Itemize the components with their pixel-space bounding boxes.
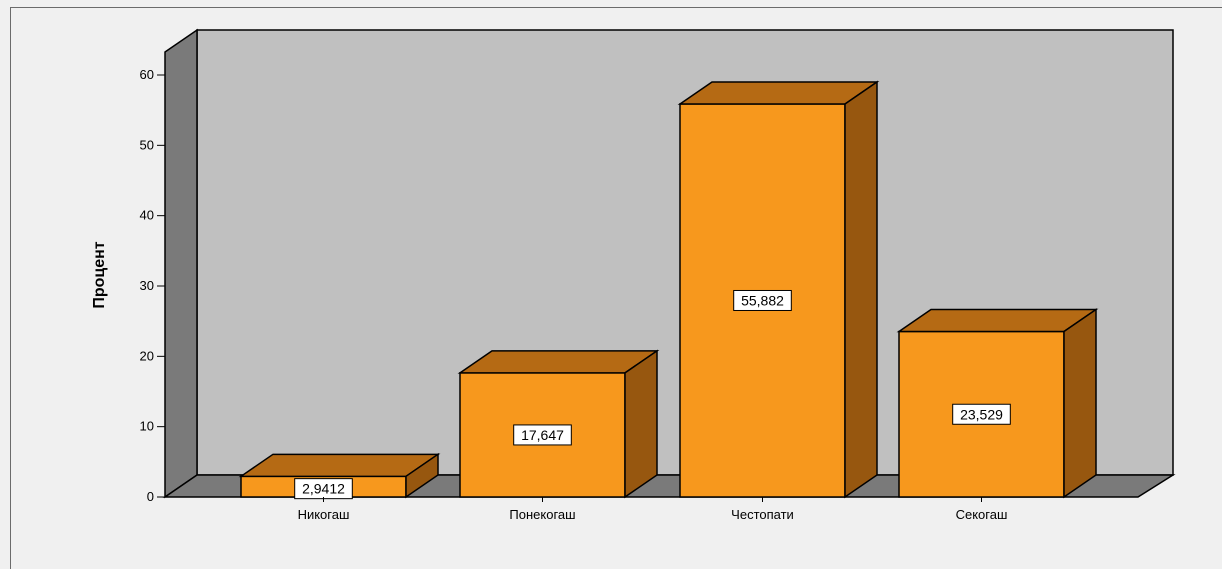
bar-top	[896, 308, 1099, 333]
category-label: Понекогаш	[509, 507, 575, 522]
data-label-box	[952, 403, 1011, 425]
bar-side	[1063, 308, 1097, 499]
data-label: 55,882	[741, 292, 784, 308]
side-wall	[164, 28, 198, 499]
bar-side	[405, 452, 439, 499]
y-axis-label: Процент	[91, 241, 108, 308]
bar-top	[677, 81, 880, 105]
data-label-box	[513, 424, 572, 446]
bar-side	[624, 349, 658, 499]
category-label: Честопати	[731, 507, 794, 522]
chart-frame	[10, 7, 1222, 569]
y-tick-label: 10	[140, 419, 154, 434]
bar: 23,529	[896, 308, 1099, 499]
category-label: Секогаш	[956, 507, 1008, 522]
data-label: 17,647	[521, 427, 564, 443]
y-axis: 0 10 20 30 40 50 60	[140, 67, 165, 504]
y-tick-label: 0	[147, 489, 154, 504]
bar: 2,9412	[238, 452, 441, 500]
bar-side	[844, 80, 878, 499]
y-tick-label: 30	[140, 278, 154, 293]
category-label: Никогаш	[298, 507, 350, 522]
bars: 2,9412 17,647 55,882 23,529	[238, 80, 1099, 500]
bar: 55,882	[677, 80, 880, 499]
bar: 17,647	[457, 349, 660, 499]
data-label-box	[733, 289, 792, 311]
y-tick-label: 40	[140, 208, 154, 223]
y-tick-label: 60	[140, 67, 154, 82]
data-label: 23,529	[960, 406, 1003, 422]
y-tick-label: 50	[140, 137, 154, 152]
data-label: 2,9412	[302, 481, 345, 497]
bar-top	[457, 350, 660, 374]
y-tick-label: 20	[140, 348, 154, 363]
bar-top	[238, 453, 441, 478]
category-labels: Никогаш Понекогаш Честопати Секогаш	[298, 497, 1008, 522]
